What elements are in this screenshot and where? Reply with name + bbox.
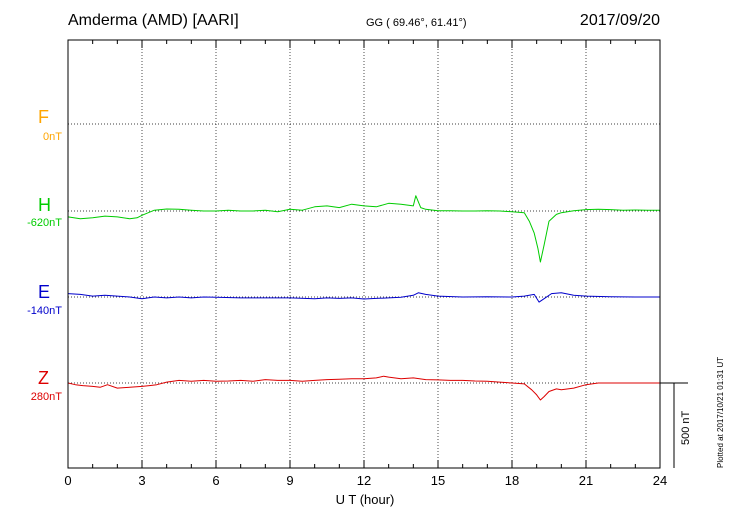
component-label-h: H: [38, 195, 51, 215]
x-tick-label: 15: [431, 473, 445, 488]
x-tick-label: 0: [64, 473, 71, 488]
station-title: Amderma (AMD) [AARI]: [68, 12, 239, 29]
baseline-label-z: 280nT: [30, 391, 62, 403]
series-line-h: [67, 195, 660, 263]
x-tick-label: 18: [505, 473, 519, 488]
plot-timestamp: Plotted at 2017/10/21 01:31 UT: [716, 356, 725, 468]
component-label-z: Z: [38, 368, 49, 388]
station-coordinates: GG ( 69.46°, 61.41°): [366, 17, 467, 29]
baseline-label-f: 0nT: [43, 131, 62, 143]
baseline-label-h: -620nT: [27, 217, 62, 229]
component-label-e: E: [38, 282, 51, 302]
x-tick-label: 12: [357, 473, 371, 488]
x-tick-label: 24: [653, 473, 667, 488]
component-label-f: F: [38, 107, 49, 127]
x-axis-ticks: 0 3 6 9 12 15 18 21 24: [64, 40, 667, 488]
x-tick-label: 6: [212, 473, 219, 488]
series-line-e: [67, 292, 660, 303]
x-tick-label: 9: [286, 473, 293, 488]
x-axis-label: U T (hour): [335, 492, 395, 507]
chart-date: 2017/09/20: [579, 12, 660, 29]
series-traces: [67, 195, 660, 401]
scale-bar: [660, 382, 688, 468]
x-tick-label: 21: [579, 473, 593, 488]
grid-lines: [68, 40, 660, 468]
scale-bar-label: 500 nT: [680, 410, 692, 445]
series-line-z: [67, 375, 660, 401]
x-tick-label: 3: [138, 473, 145, 488]
baseline-label-e: -140nT: [27, 305, 62, 317]
